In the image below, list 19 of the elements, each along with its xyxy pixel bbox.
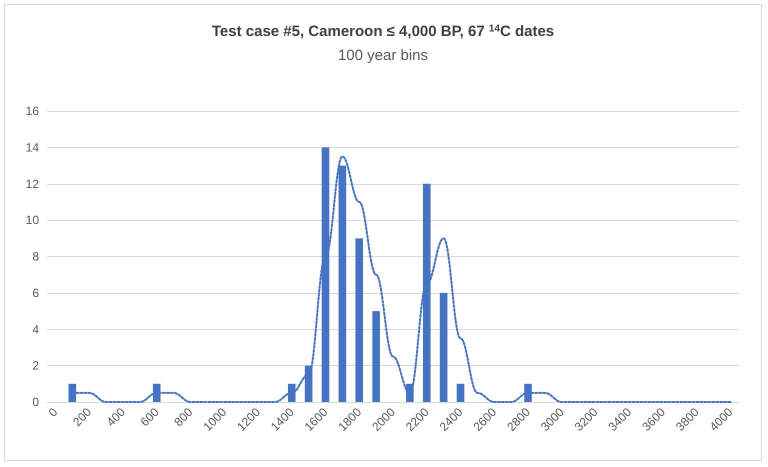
y-tick-label: 4 (32, 322, 40, 336)
y-tick-label: 10 (26, 213, 40, 228)
bar (372, 311, 380, 402)
x-tick-label: 400 (104, 404, 128, 430)
x-tick-label: 800 (171, 404, 196, 430)
bar (456, 384, 464, 402)
y-tick-label: 6 (32, 286, 40, 300)
y-tick-label: 2 (32, 358, 40, 373)
y-tick-label: 12 (26, 176, 40, 191)
y-tick-label: 8 (32, 250, 40, 264)
bar (355, 238, 364, 402)
y-tick-label: 16 (26, 104, 40, 118)
x-tick-label: 600 (138, 404, 162, 430)
x-tick-label: 200 (70, 404, 94, 430)
x-tick-label: 0 (46, 404, 61, 420)
y-tick-label: 14 (26, 140, 40, 154)
chart-subtitle: 100 year bins (338, 47, 428, 64)
bar (440, 292, 448, 402)
y-tick-label: 0 (32, 395, 40, 409)
